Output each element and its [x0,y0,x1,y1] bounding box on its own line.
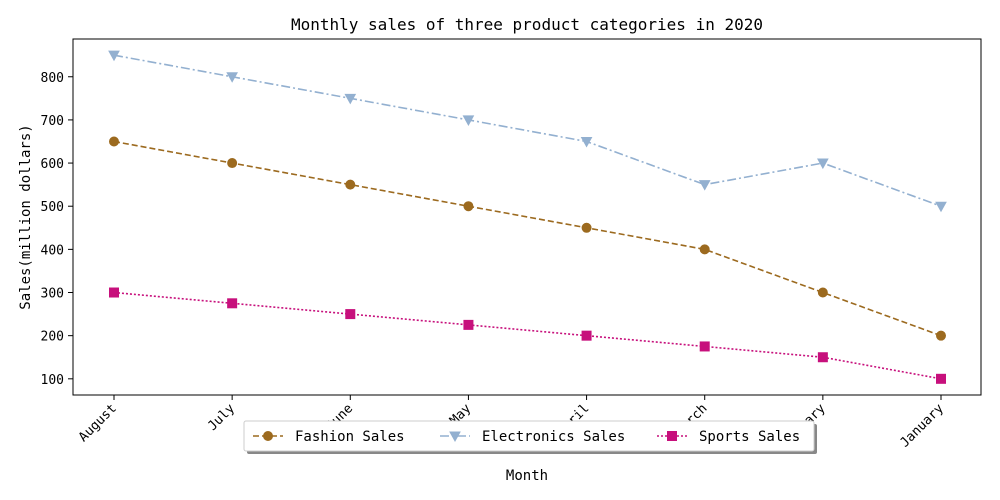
data-point [580,136,593,148]
data-point [581,222,592,233]
data-point [463,201,474,212]
data-point [817,158,829,170]
data-point [345,179,356,190]
y-axis: 100 200 300 400 500 600 700 800 [41,71,73,388]
data-point [109,136,119,147]
legend-label: Sports Sales [699,429,800,445]
data-point [699,341,710,352]
data-point [345,309,356,320]
data-point [344,93,357,105]
x-tick-label: August [76,401,120,445]
y-axis-title: Sales(million dollars) [18,124,34,309]
data-point [581,330,592,341]
y-tick-label: 200 [41,330,64,345]
y-tick-label: 400 [41,243,64,258]
chart-title: Monthly sales of three product categorie… [291,15,763,34]
series-fashion-sales [109,136,946,341]
data-point [227,298,238,309]
data-point [935,201,947,213]
data-point [817,287,828,298]
data-point [227,158,238,169]
data-point [817,352,828,363]
legend-label: Fashion Sales [295,429,405,445]
y-tick-label: 600 [41,157,64,172]
legend-marker [449,431,461,443]
data-point [462,115,475,126]
legend-item: Sports Sales [657,429,800,445]
y-tick-label: 800 [41,71,64,86]
series-electronics-sales [108,50,947,213]
legend-box [243,420,815,452]
legend-item: Electronics Sales [440,429,625,445]
y-tick-label: 500 [41,200,64,215]
y-tick-label: 300 [41,287,64,302]
series-sports-sales [109,287,946,384]
legend: Fashion Sales Electronics Sales Sports Sal… [243,420,817,454]
data-point [463,319,474,330]
legend-marker [263,431,273,441]
x-tick-label: January [897,401,946,450]
x-axis-title: Month [506,468,548,484]
y-tick-label: 700 [41,114,64,129]
series-line [113,140,942,337]
legend-label: Electronics Sales [482,429,625,445]
series-line [113,291,942,380]
series-layer [108,50,947,384]
data-point [936,330,946,341]
legend-item: Fashion Sales [253,429,405,445]
series-line [113,54,942,207]
data-point [109,287,119,298]
data-point [936,373,946,384]
plot-frame [72,38,982,396]
data-point [698,180,711,191]
data-point [699,244,710,255]
y-tick-label: 100 [41,373,64,388]
data-point [226,72,238,83]
legend-marker [667,431,677,441]
data-point [108,50,120,62]
x-tick-label: July [205,401,238,434]
